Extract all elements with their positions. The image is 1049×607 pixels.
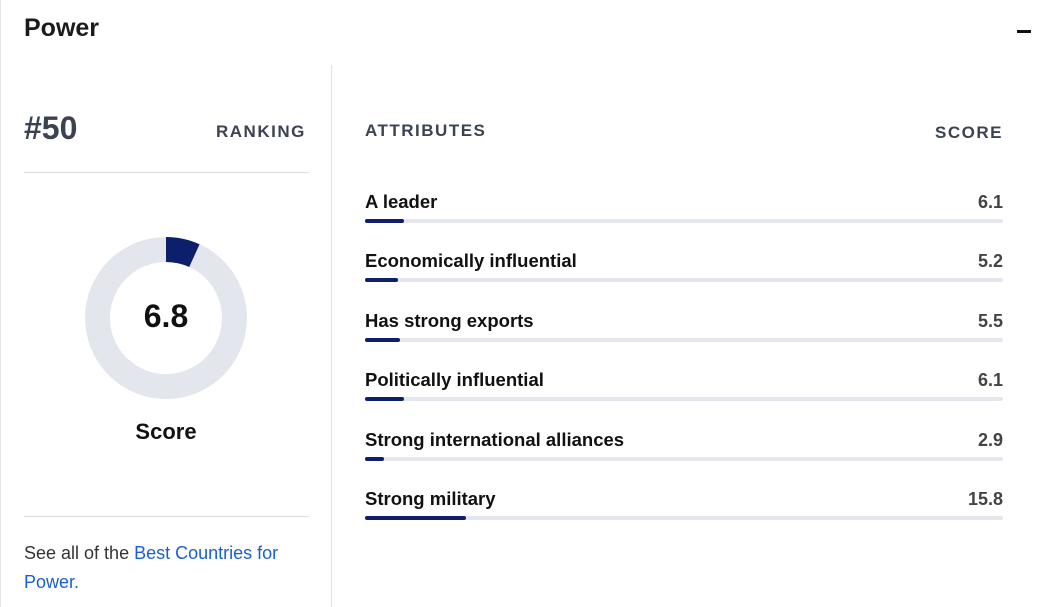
attribute-row: Politically influential 6.1 (365, 369, 1003, 415)
attribute-score: 5.5 (977, 311, 1003, 331)
attribute-row: Strong international alliances 2.9 (365, 429, 1003, 475)
attribute-bar-track (365, 278, 1003, 282)
collapse-button[interactable] (1013, 16, 1037, 46)
attribute-name: Has strong exports (365, 310, 534, 331)
ranking-value: #50 (24, 110, 78, 146)
attribute-bar-fill (365, 516, 466, 520)
attribute-bar-fill (365, 338, 401, 342)
score-caption: Score (135, 419, 197, 444)
attribute-score: 6.1 (977, 192, 1003, 212)
best-countries-power-link[interactable]: Best Countries for Power. (24, 543, 279, 592)
attribute-score: 2.9 (977, 430, 1003, 450)
attribute-name: Economically influential (365, 250, 577, 271)
attribute-bar-fill (365, 457, 384, 461)
section-title: Power (24, 14, 100, 42)
ranking-label: RANKING (216, 122, 306, 141)
attribute-bar-track (365, 516, 1003, 520)
attribute-name: A leader (365, 191, 438, 212)
attribute-name: Strong international alliances (365, 429, 625, 450)
attribute-bar-track (365, 338, 1003, 342)
divider (24, 172, 309, 173)
attribute-row: Has strong exports 5.5 (365, 310, 1003, 356)
attributes-header: ATTRIBUTES (365, 121, 487, 140)
footer-text: See all of the (24, 543, 135, 563)
attribute-bar-fill (365, 278, 399, 282)
divider (24, 516, 309, 517)
attribute-bar-fill (365, 397, 404, 401)
donut-score-arc (165, 237, 200, 268)
score-header: SCORE (935, 123, 1003, 142)
attribute-bar-track (365, 457, 1003, 461)
attribute-name: Politically influential (365, 369, 544, 390)
attribute-score: 15.8 (967, 489, 1003, 509)
attribute-row: Strong military 15.8 (365, 488, 1003, 534)
footer-note: See all of the Best Countries for Power. (24, 539, 314, 597)
attribute-bar-track (365, 219, 1003, 223)
score-donut-chart (85, 237, 247, 399)
minus-icon (1017, 30, 1031, 33)
attribute-score: 5.2 (977, 251, 1003, 271)
attribute-score: 6.1 (977, 370, 1003, 390)
attribute-bar-track (365, 397, 1003, 401)
attribute-row: A leader 6.1 (365, 191, 1003, 237)
attribute-bar-fill (365, 219, 404, 223)
column-divider (331, 65, 332, 607)
attribute-row: Economically influential 5.2 (365, 250, 1003, 296)
score-value: 6.8 (143, 298, 189, 334)
attribute-name: Strong military (365, 488, 496, 509)
